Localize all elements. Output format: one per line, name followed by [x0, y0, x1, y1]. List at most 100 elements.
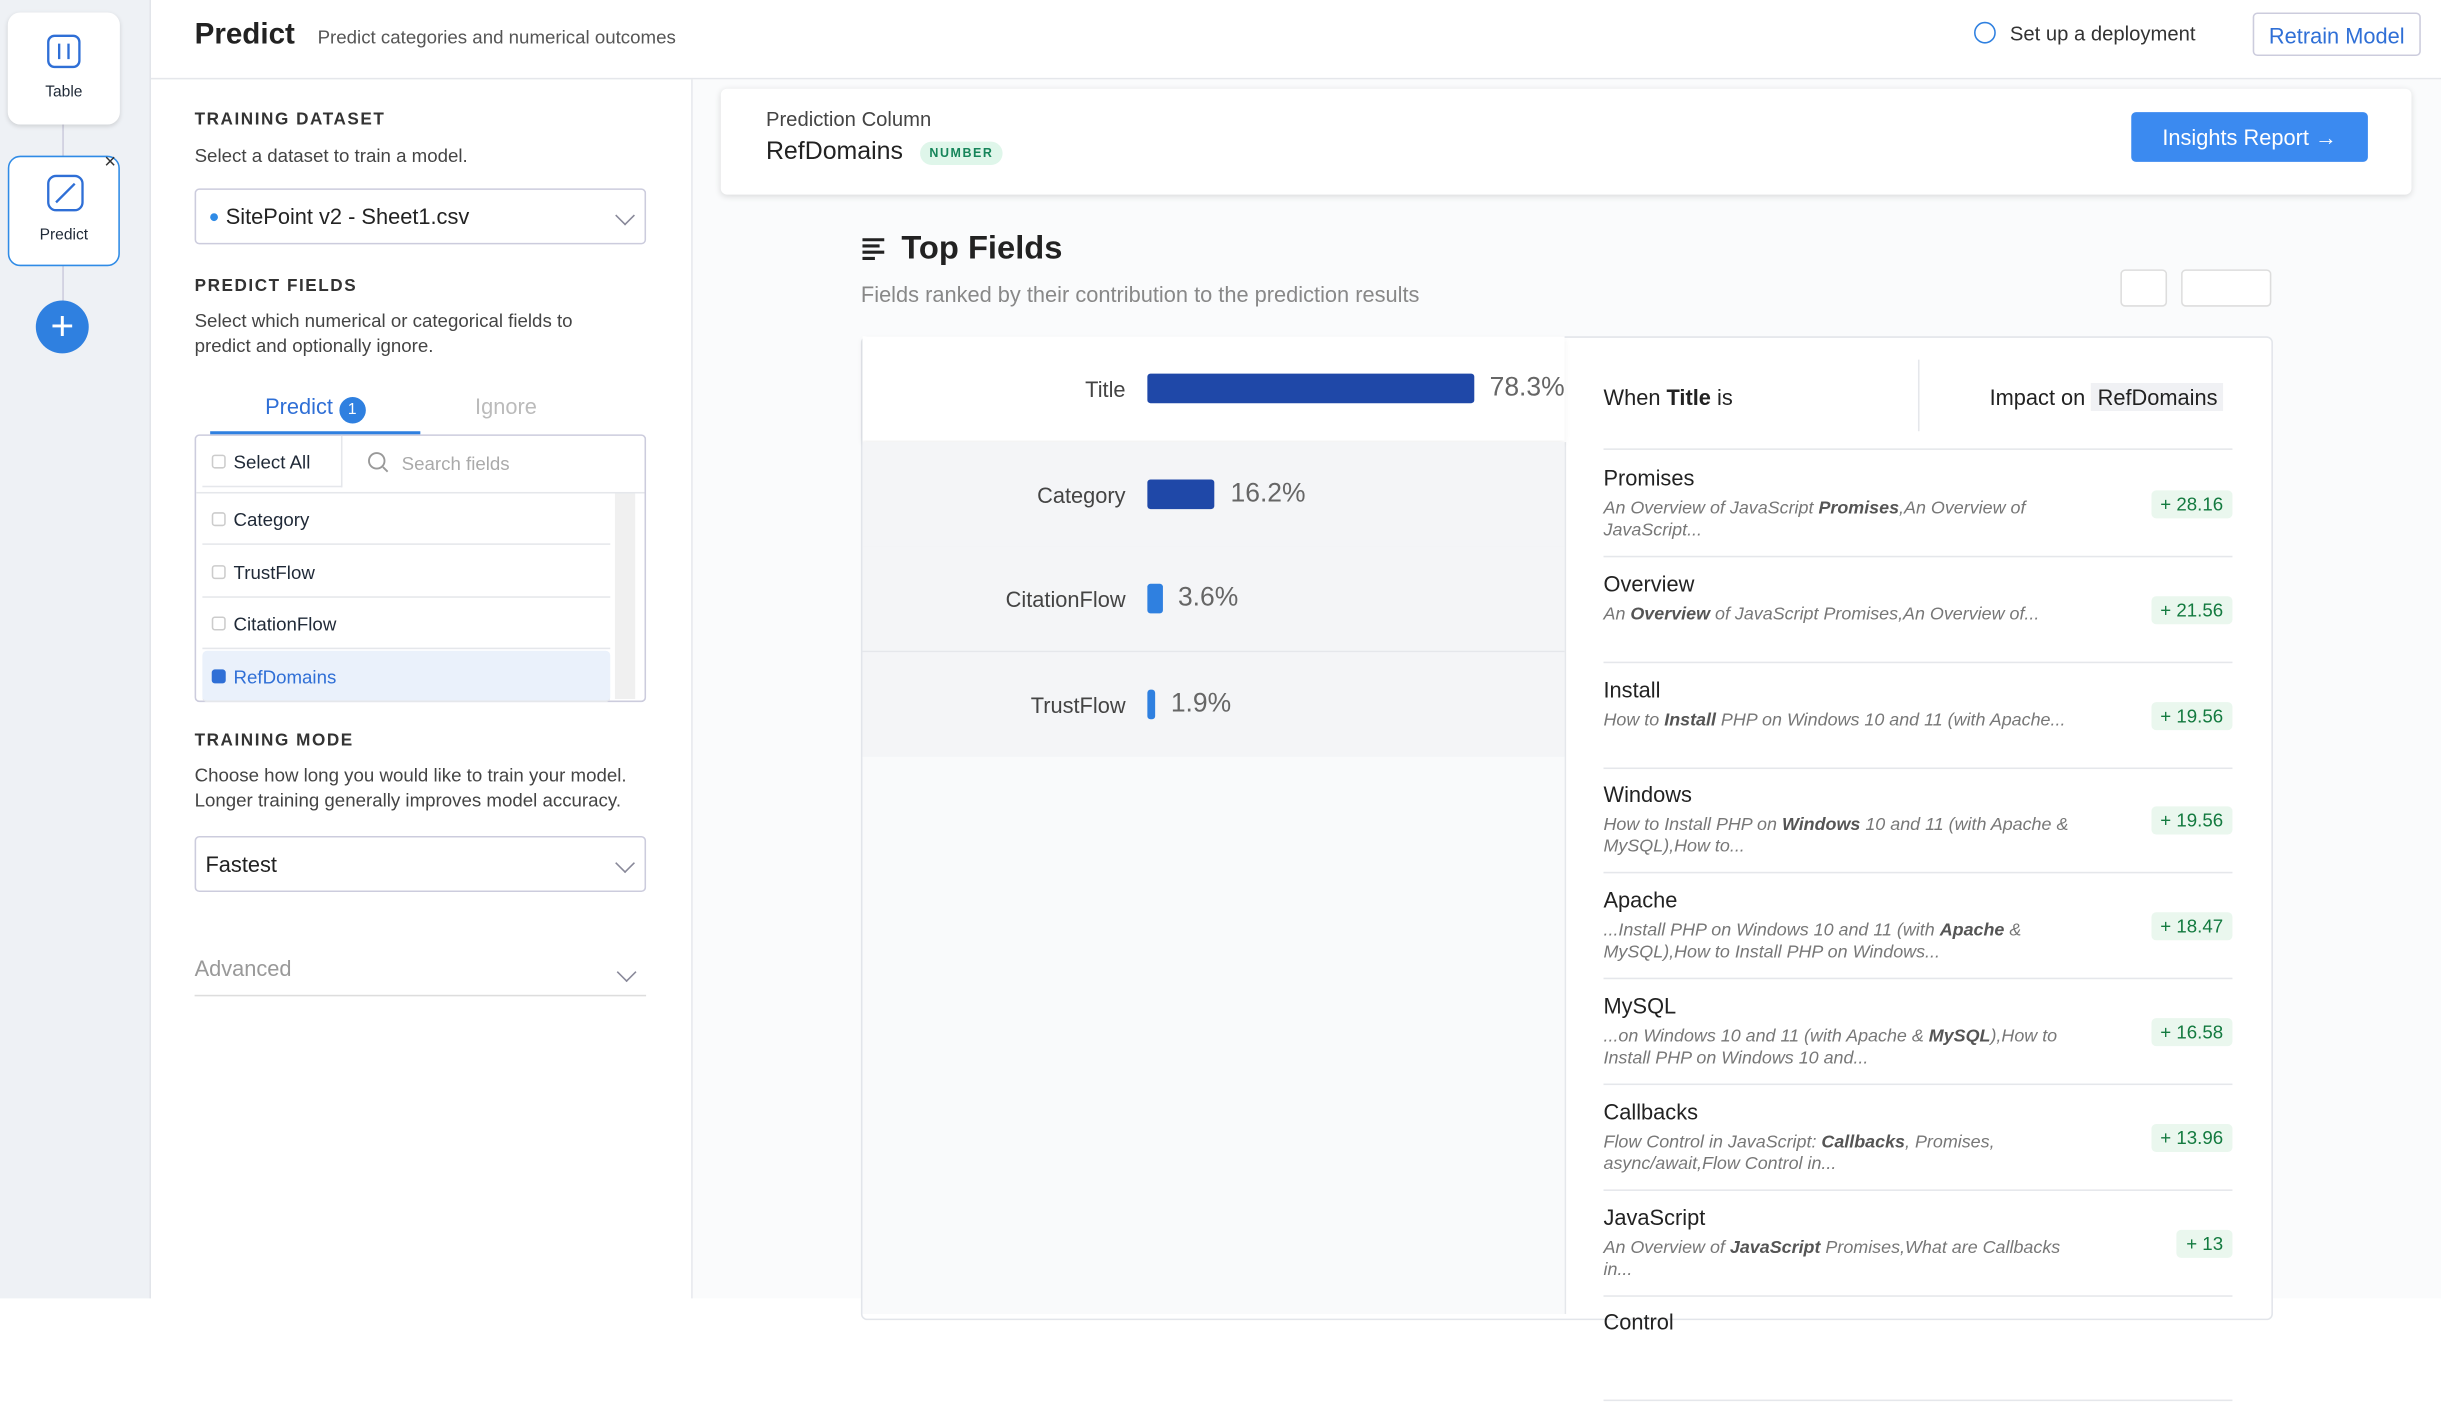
tab-ignore[interactable]: Ignore — [475, 393, 537, 419]
checkbox — [211, 616, 226, 631]
when-label: When Title is — [1604, 385, 1733, 410]
impact: + 19.56 — [2150, 807, 2233, 836]
impact-row[interactable]: JavaScript An Overview of JavaScript Prom… — [1603, 1189, 2233, 1297]
term: Install — [1603, 676, 1661, 702]
insights-button[interactable]: Insights Report → — [2131, 112, 2368, 162]
snippet: An Overview of JavaScript Promises,An Ov… — [1604, 498, 2087, 542]
snippet: How to Install PHP on Windows 10 and 11 … — [1604, 815, 2087, 859]
impact-label: Impact on — [1989, 384, 2086, 410]
search-placeholder: Search fields — [401, 453, 510, 475]
snippet-part: ),How to Install PHP on Windows 10 and..… — [1603, 1027, 2058, 1068]
tab-label: Predict — [265, 393, 333, 419]
impact: + 28.16 — [2150, 490, 2233, 519]
term: Apache — [1603, 887, 1678, 913]
snippet-part: JavaScript — [1729, 1238, 1821, 1258]
value-label: 3.6% — [1177, 582, 1239, 612]
mode-select[interactable]: Fastest — [194, 836, 647, 893]
field-row[interactable] — [862, 546, 1565, 653]
snippet: An Overview of JavaScript Promises,What … — [1604, 1237, 2087, 1281]
advanced[interactable]: Advanced — [194, 955, 647, 997]
type-badge: NUMBER — [920, 141, 1003, 166]
when-prefix: When — [1603, 384, 1661, 410]
filler — [862, 756, 1565, 1314]
value-label: 16.2% — [1230, 477, 1306, 507]
section-title: Top Fields — [901, 230, 1063, 267]
header — [151, 0, 2441, 80]
field-row[interactable]: Category — [202, 494, 611, 545]
impact: + 21.56 — [2150, 595, 2233, 624]
when-suffix: is — [1716, 384, 1733, 410]
retrain-button[interactable]: Retrain Model — [2252, 12, 2421, 57]
select-all[interactable]: Select All — [202, 435, 343, 488]
impact-row[interactable]: Callbacks Flow Control in JavaScript: Cal… — [1603, 1083, 2233, 1191]
term: Callbacks — [1603, 1098, 1699, 1124]
impact-row[interactable]: Apache ...Install PHP on Windows 10 and 1… — [1603, 872, 2233, 980]
divider — [1917, 359, 1920, 432]
snippet-part: An — [1603, 605, 1631, 624]
hint: Choose how long you would like to train … — [194, 764, 627, 812]
list-icon — [862, 238, 885, 260]
deployment-link[interactable]: Set up a deployment — [2009, 21, 2196, 46]
term: MySQL — [1603, 993, 1677, 1019]
field-list: Select All Search fields Category TrustFl… — [194, 434, 647, 703]
bar — [1147, 583, 1163, 614]
field-name: TrustFlow — [233, 561, 315, 584]
divider — [196, 491, 645, 494]
impact: + 16.58 — [2150, 1018, 2233, 1047]
predict-node[interactable]: Predict × — [7, 149, 120, 267]
sort-button[interactable] — [2120, 269, 2168, 307]
field-label: CitationFlow — [1005, 586, 1126, 612]
snippet: How to Install PHP on Windows 10 and 11 … — [1604, 709, 2087, 731]
nav-label: Predict — [39, 227, 89, 245]
snippet-part: ...on Windows 10 and 11 (with Apache & — [1603, 1027, 1929, 1047]
snippet-part: How to Install PHP on — [1603, 816, 1782, 836]
section-heading: PREDICT FIELDS — [194, 277, 358, 296]
value-label: 1.9% — [1170, 687, 1232, 717]
hint: Select a dataset to train a model. — [194, 144, 468, 167]
snippet-part: 10 and 11 (with Apache & MySQL),How to..… — [1603, 816, 2069, 857]
impact: + 13 — [2176, 1229, 2233, 1258]
dataset-name: SitePoint v2 - Sheet1.csv — [225, 203, 470, 229]
impact-row[interactable]: Install How to Install PHP on Windows 10 … — [1603, 661, 2233, 769]
snippet-part: ...Install PHP on Windows 10 and 11 (wit… — [1603, 921, 1940, 941]
tab-predict[interactable]: Predict 1 — [210, 394, 420, 424]
field-row[interactable]: CitationFlow — [202, 598, 611, 650]
impact-row[interactable]: Windows How to Install PHP on Windows 10 … — [1603, 767, 2233, 874]
predict-icon — [47, 174, 84, 212]
add-button[interactable]: + — [35, 300, 89, 354]
advanced-label: Advanced — [194, 955, 292, 981]
search-box[interactable]: Search fields — [367, 442, 632, 486]
divider — [1564, 442, 1567, 1314]
impact-row[interactable]: MySQL ...on Windows 10 and 11 (with Apach… — [1603, 978, 2233, 1086]
impact-row[interactable]: Control — [1603, 1294, 2233, 1402]
bar — [1147, 478, 1215, 509]
impact-row[interactable]: Overview An Overview of JavaScript Promis… — [1603, 555, 2233, 663]
snippet-part: of JavaScript Promises,An Overview of... — [1710, 605, 2040, 624]
snippet-part: Promises — [1818, 499, 1900, 519]
field-row[interactable]: TrustFlow — [202, 546, 611, 598]
snippet-part: An Overview of JavaScript — [1603, 499, 1819, 519]
snippet-part: Apache — [1939, 921, 2005, 941]
impact-row[interactable]: Promises An Overview of JavaScript Promis… — [1603, 450, 2233, 558]
field-row[interactable] — [862, 651, 1565, 758]
field-row[interactable]: RefDomains — [202, 649, 611, 702]
impact-column: RefDomains — [2091, 382, 2224, 411]
term: JavaScript — [1603, 1204, 1706, 1230]
radio[interactable] — [1974, 21, 1996, 44]
table-node[interactable]: Table — [7, 12, 120, 125]
view-toggle[interactable] — [2181, 269, 2272, 307]
term: Windows — [1603, 782, 1692, 808]
snippet-part: Windows — [1781, 816, 1861, 836]
count-badge: 1 — [338, 396, 366, 424]
field-name: CitationFlow — [233, 613, 337, 636]
section-heading: TRAINING MODE — [194, 731, 354, 751]
dataset-select[interactable]: SitePoint v2 - Sheet1.csv — [194, 188, 647, 245]
snippet-part: Flow Control in JavaScript: — [1603, 1133, 1822, 1152]
term: Overview — [1603, 571, 1695, 596]
snippet-part: & MySQL),How to Install PHP on Windows..… — [1603, 921, 2022, 963]
close-button[interactable]: × — [104, 149, 117, 173]
search-icon — [368, 452, 389, 473]
snippet: ...on Windows 10 and 11 (with Apache & M… — [1604, 1026, 2087, 1070]
page-subtitle: Predict categories and numerical outcome… — [317, 26, 676, 49]
prediction-label: Prediction Column — [765, 107, 932, 131]
